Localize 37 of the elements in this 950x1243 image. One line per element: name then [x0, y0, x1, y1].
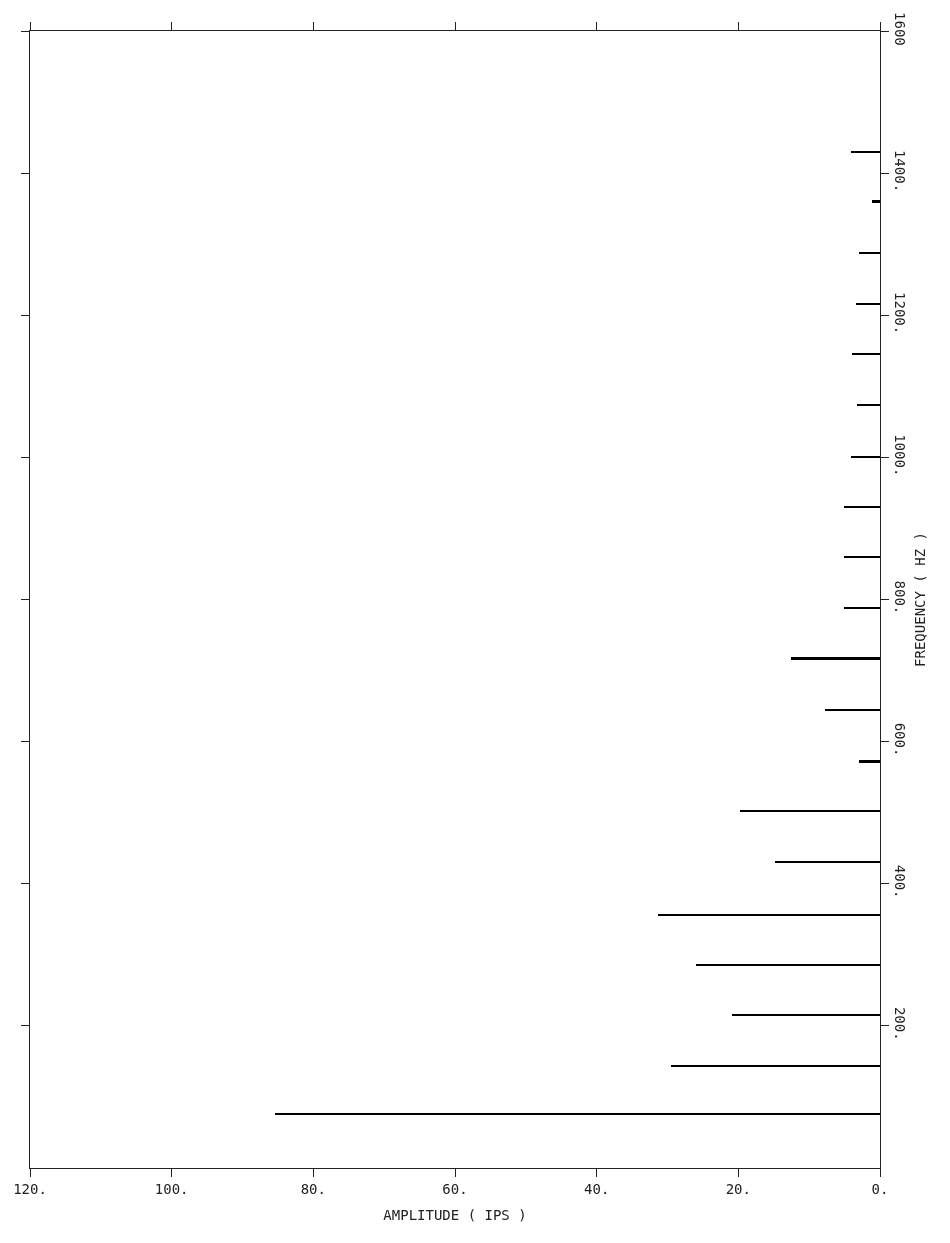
bar	[732, 1014, 880, 1016]
x-axis-title: AMPLITUDE ( IPS )	[383, 1207, 527, 1223]
bar	[740, 810, 880, 812]
x-tick-label: 100.	[154, 1180, 189, 1197]
bar	[825, 709, 880, 711]
bar	[844, 556, 880, 558]
y-tick-label: 600.	[891, 722, 908, 757]
bar	[852, 353, 880, 355]
bar	[791, 657, 880, 660]
y-tick-label: 1600	[891, 12, 908, 46]
y-tick-label: 800.	[891, 580, 908, 615]
bar	[775, 861, 880, 863]
bar	[856, 303, 880, 305]
bar	[872, 200, 880, 203]
y-tick-label: 400.	[891, 864, 908, 899]
x-tick-label: 0.	[871, 1180, 889, 1197]
bar	[844, 506, 880, 508]
y-axis-title: FREQUENCY ( HZ )	[912, 532, 928, 667]
bar	[696, 964, 880, 966]
y-tick-label: 200.	[891, 1006, 908, 1041]
bar	[851, 151, 880, 153]
x-tick-label: 80.	[300, 1180, 326, 1197]
x-tick-label: 20.	[725, 1180, 751, 1197]
x-tick-label: 40.	[584, 1180, 610, 1197]
bar	[857, 404, 880, 406]
bar	[671, 1065, 880, 1067]
y-tick-label: 1000.	[891, 434, 908, 477]
bar	[859, 760, 880, 763]
bar	[658, 914, 880, 916]
bar	[844, 607, 880, 609]
y-tick-label: 1200.	[891, 292, 908, 335]
x-tick-label: 60.	[442, 1180, 468, 1197]
bar	[851, 456, 880, 458]
y-tick-label: 1400.	[891, 149, 908, 193]
bar	[275, 1113, 880, 1115]
x-tick-label: 120.	[13, 1180, 47, 1197]
bar	[859, 252, 880, 254]
